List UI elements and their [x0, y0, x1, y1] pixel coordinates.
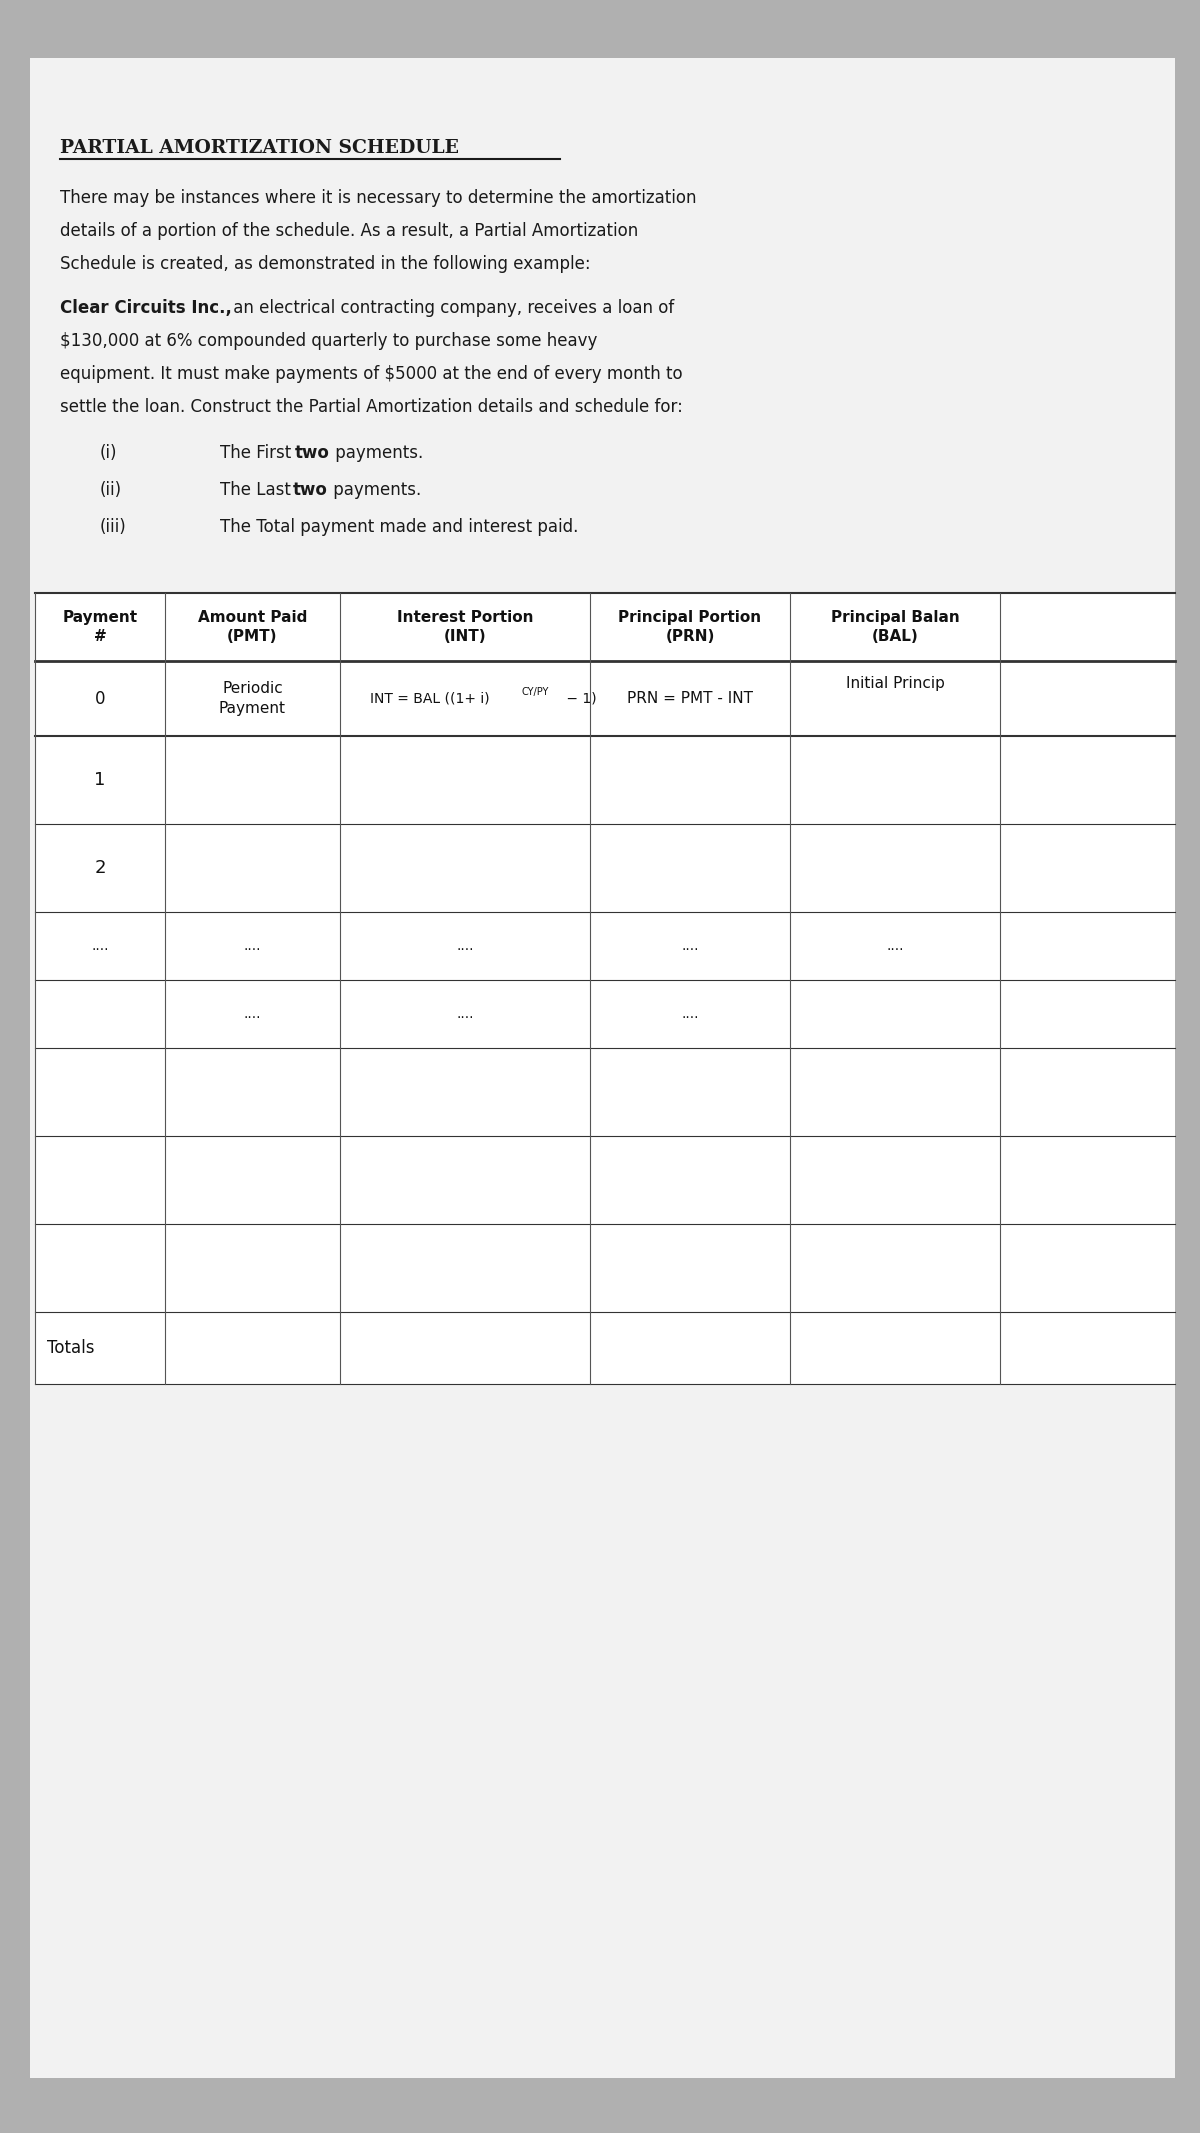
Text: ....: .... — [91, 939, 109, 953]
Text: Interest Portion
(INT): Interest Portion (INT) — [397, 610, 533, 644]
Text: ....: .... — [456, 939, 474, 953]
Text: 1: 1 — [95, 770, 106, 789]
Text: 0: 0 — [95, 689, 106, 708]
Text: Payment
#: Payment # — [62, 610, 138, 644]
Text: Totals: Totals — [47, 1340, 95, 1357]
Text: ....: .... — [682, 939, 698, 953]
Text: The First: The First — [220, 444, 296, 463]
Text: two: two — [295, 444, 330, 463]
Text: payments.: payments. — [330, 444, 424, 463]
Text: The Last: The Last — [220, 482, 296, 499]
Text: − 1): − 1) — [562, 691, 596, 706]
Text: Principal Portion
(PRN): Principal Portion (PRN) — [618, 610, 762, 644]
Text: Periodic
Payment: Periodic Payment — [220, 680, 286, 717]
Bar — [35, 593, 1175, 1384]
Text: Schedule is created, as demonstrated in the following example:: Schedule is created, as demonstrated in … — [60, 256, 590, 273]
Text: PARTIAL AMORTIZATION SCHEDULE: PARTIAL AMORTIZATION SCHEDULE — [60, 139, 458, 158]
Text: (ii): (ii) — [100, 482, 122, 499]
Text: two: two — [293, 482, 328, 499]
Text: equipment. It must make payments of $5000 at the end of every month to: equipment. It must make payments of $500… — [60, 365, 683, 384]
Text: settle the loan. Construct the Partial Amortization details and schedule for:: settle the loan. Construct the Partial A… — [60, 399, 683, 416]
Text: ....: .... — [456, 1007, 474, 1022]
Text: $130,000 at 6% compounded quarterly to purchase some heavy: $130,000 at 6% compounded quarterly to p… — [60, 333, 598, 350]
Text: The Total payment made and interest paid.: The Total payment made and interest paid… — [220, 518, 578, 535]
Text: ....: .... — [887, 939, 904, 953]
Text: (i): (i) — [100, 444, 118, 463]
Text: 2: 2 — [95, 860, 106, 877]
Text: CY/PY: CY/PY — [522, 687, 550, 697]
Text: Amount Paid
(PMT): Amount Paid (PMT) — [198, 610, 307, 644]
Text: Principal Balan
(BAL): Principal Balan (BAL) — [830, 610, 959, 644]
Text: There may be instances where it is necessary to determine the amortization: There may be instances where it is neces… — [60, 190, 696, 207]
Text: (iii): (iii) — [100, 518, 127, 535]
Text: PRN = PMT - INT: PRN = PMT - INT — [628, 691, 754, 706]
Text: an electrical contracting company, receives a loan of: an electrical contracting company, recei… — [228, 299, 674, 318]
Text: Clear Circuits Inc.,: Clear Circuits Inc., — [60, 299, 232, 318]
Text: ....: .... — [682, 1007, 698, 1022]
Text: Initial Princip: Initial Princip — [846, 676, 944, 691]
Text: payments.: payments. — [328, 482, 421, 499]
Text: ....: .... — [244, 939, 262, 953]
Text: INT = BAL ((1+ i): INT = BAL ((1+ i) — [370, 691, 490, 706]
Text: details of a portion of the schedule. As a result, a Partial Amortization: details of a portion of the schedule. As… — [60, 222, 638, 241]
Text: ....: .... — [244, 1007, 262, 1022]
